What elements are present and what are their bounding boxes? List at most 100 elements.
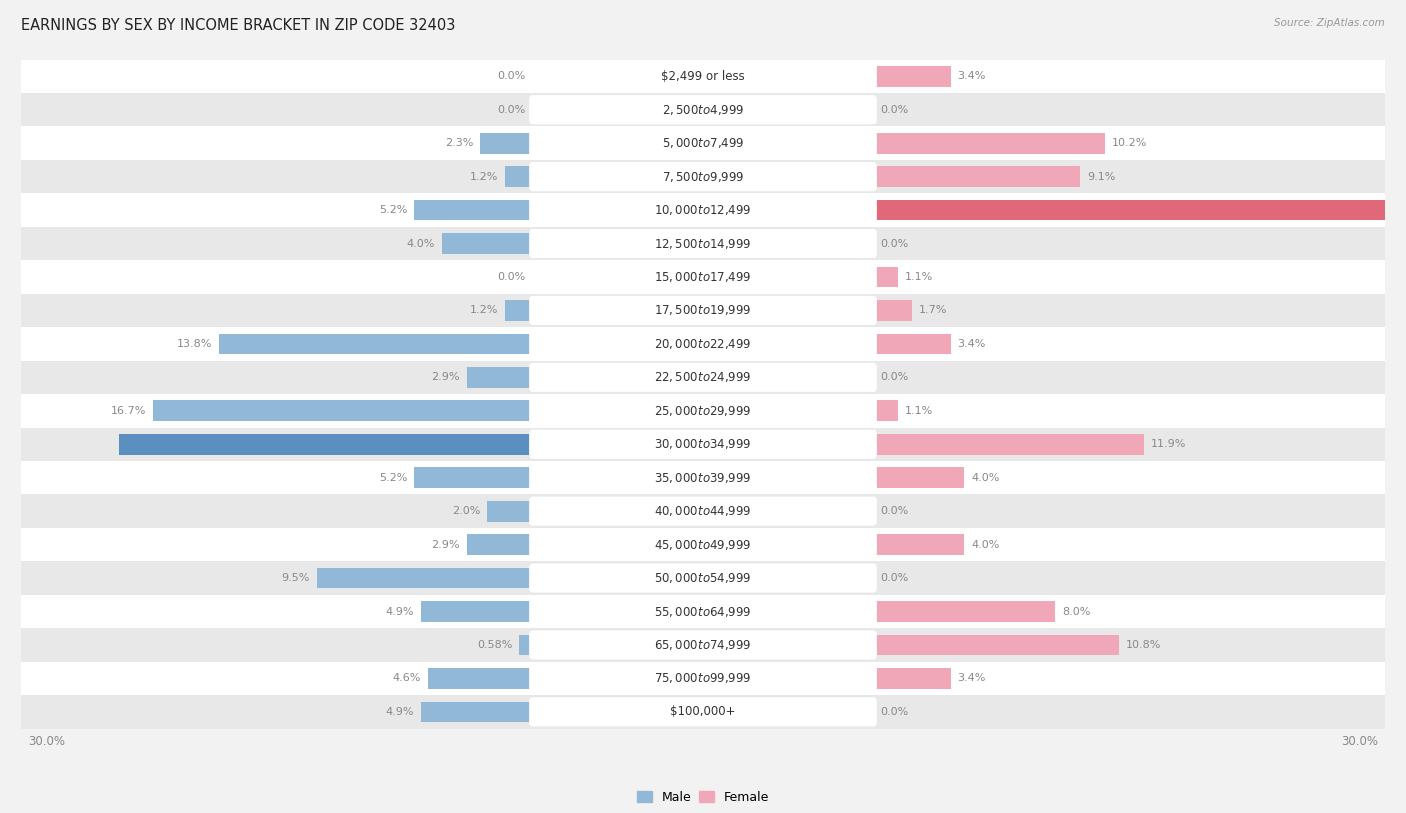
Text: 18.2%: 18.2% <box>541 439 581 450</box>
Bar <box>873 66 950 87</box>
Text: 5.2%: 5.2% <box>380 205 408 215</box>
Text: 9.5%: 9.5% <box>281 573 309 583</box>
Bar <box>21 528 1385 561</box>
Text: 30.0%: 30.0% <box>28 736 65 749</box>
FancyBboxPatch shape <box>529 630 877 659</box>
FancyBboxPatch shape <box>529 62 877 91</box>
FancyBboxPatch shape <box>529 597 877 626</box>
Text: 3.4%: 3.4% <box>957 339 986 349</box>
Text: 4.9%: 4.9% <box>385 706 415 717</box>
Bar <box>153 401 533 421</box>
Text: 0.0%: 0.0% <box>498 72 526 81</box>
Bar <box>21 293 1385 327</box>
Text: 13.8%: 13.8% <box>177 339 212 349</box>
Text: 4.6%: 4.6% <box>392 673 422 684</box>
Bar <box>21 127 1385 160</box>
Bar <box>873 434 1144 454</box>
Text: $10,000 to $12,499: $10,000 to $12,499 <box>654 203 752 217</box>
Bar <box>21 361 1385 394</box>
Text: 4.0%: 4.0% <box>972 472 1000 483</box>
Bar <box>467 367 533 388</box>
Text: $12,500 to $14,999: $12,500 to $14,999 <box>654 237 752 250</box>
Bar <box>873 467 965 488</box>
Bar <box>21 260 1385 293</box>
FancyBboxPatch shape <box>529 162 877 191</box>
Bar <box>21 461 1385 494</box>
Text: 4.9%: 4.9% <box>385 606 415 616</box>
Text: 0.58%: 0.58% <box>477 640 513 650</box>
Bar <box>481 133 533 154</box>
Bar <box>505 300 533 321</box>
Bar <box>873 635 1119 655</box>
Bar <box>21 394 1385 428</box>
Bar <box>519 635 533 655</box>
FancyBboxPatch shape <box>529 664 877 693</box>
FancyBboxPatch shape <box>529 229 877 258</box>
FancyBboxPatch shape <box>529 396 877 425</box>
Bar <box>873 200 1406 220</box>
Text: $20,000 to $22,499: $20,000 to $22,499 <box>654 337 752 351</box>
Bar <box>873 133 1105 154</box>
Text: $35,000 to $39,999: $35,000 to $39,999 <box>654 471 752 485</box>
FancyBboxPatch shape <box>529 195 877 224</box>
Text: 4.0%: 4.0% <box>972 540 1000 550</box>
Text: 1.1%: 1.1% <box>905 406 934 415</box>
Text: 9.1%: 9.1% <box>1087 172 1115 181</box>
FancyBboxPatch shape <box>529 329 877 359</box>
Bar <box>873 300 912 321</box>
Text: $55,000 to $64,999: $55,000 to $64,999 <box>654 605 752 619</box>
Bar <box>21 428 1385 461</box>
Text: 1.7%: 1.7% <box>920 306 948 315</box>
Bar <box>21 662 1385 695</box>
Text: $75,000 to $99,999: $75,000 to $99,999 <box>654 672 752 685</box>
Text: $30,000 to $34,999: $30,000 to $34,999 <box>654 437 752 451</box>
Text: 3.4%: 3.4% <box>957 673 986 684</box>
Text: 1.2%: 1.2% <box>470 306 499 315</box>
Bar <box>873 333 950 354</box>
Text: 30.0%: 30.0% <box>1341 736 1378 749</box>
Text: 4.0%: 4.0% <box>406 238 434 249</box>
Text: 0.0%: 0.0% <box>498 105 526 115</box>
Bar <box>873 401 898 421</box>
Text: 10.8%: 10.8% <box>1126 640 1161 650</box>
Text: $45,000 to $49,999: $45,000 to $49,999 <box>654 537 752 551</box>
Text: 3.4%: 3.4% <box>957 72 986 81</box>
Text: $100,000+: $100,000+ <box>671 706 735 719</box>
Text: 2.9%: 2.9% <box>432 372 460 382</box>
Bar <box>21 227 1385 260</box>
Text: $25,000 to $29,999: $25,000 to $29,999 <box>654 404 752 418</box>
Text: 8.0%: 8.0% <box>1062 606 1091 616</box>
Bar <box>21 160 1385 193</box>
Bar <box>427 668 533 689</box>
Text: 2.3%: 2.3% <box>446 138 474 148</box>
Bar <box>873 267 898 287</box>
Text: $7,500 to $9,999: $7,500 to $9,999 <box>662 170 744 184</box>
Bar <box>415 467 533 488</box>
Text: $50,000 to $54,999: $50,000 to $54,999 <box>654 571 752 585</box>
Text: 0.0%: 0.0% <box>498 272 526 282</box>
Text: $22,500 to $24,999: $22,500 to $24,999 <box>654 371 752 385</box>
Bar <box>505 166 533 187</box>
Text: $5,000 to $7,499: $5,000 to $7,499 <box>662 136 744 150</box>
Text: $17,500 to $19,999: $17,500 to $19,999 <box>654 303 752 317</box>
FancyBboxPatch shape <box>529 463 877 492</box>
Bar <box>873 601 1056 622</box>
Text: 0.0%: 0.0% <box>880 238 908 249</box>
Bar <box>873 534 965 555</box>
Text: EARNINGS BY SEX BY INCOME BRACKET IN ZIP CODE 32403: EARNINGS BY SEX BY INCOME BRACKET IN ZIP… <box>21 18 456 33</box>
Text: 10.2%: 10.2% <box>1112 138 1147 148</box>
FancyBboxPatch shape <box>529 296 877 325</box>
FancyBboxPatch shape <box>529 95 877 124</box>
Text: 2.0%: 2.0% <box>451 506 481 516</box>
Bar <box>21 193 1385 227</box>
Bar <box>21 561 1385 595</box>
Bar <box>21 327 1385 361</box>
Bar <box>21 628 1385 662</box>
Bar <box>873 668 950 689</box>
Text: 0.0%: 0.0% <box>880 506 908 516</box>
Text: 5.2%: 5.2% <box>380 472 408 483</box>
Text: 1.2%: 1.2% <box>470 172 499 181</box>
Text: 11.9%: 11.9% <box>1150 439 1187 450</box>
FancyBboxPatch shape <box>529 363 877 392</box>
Bar <box>873 166 1080 187</box>
